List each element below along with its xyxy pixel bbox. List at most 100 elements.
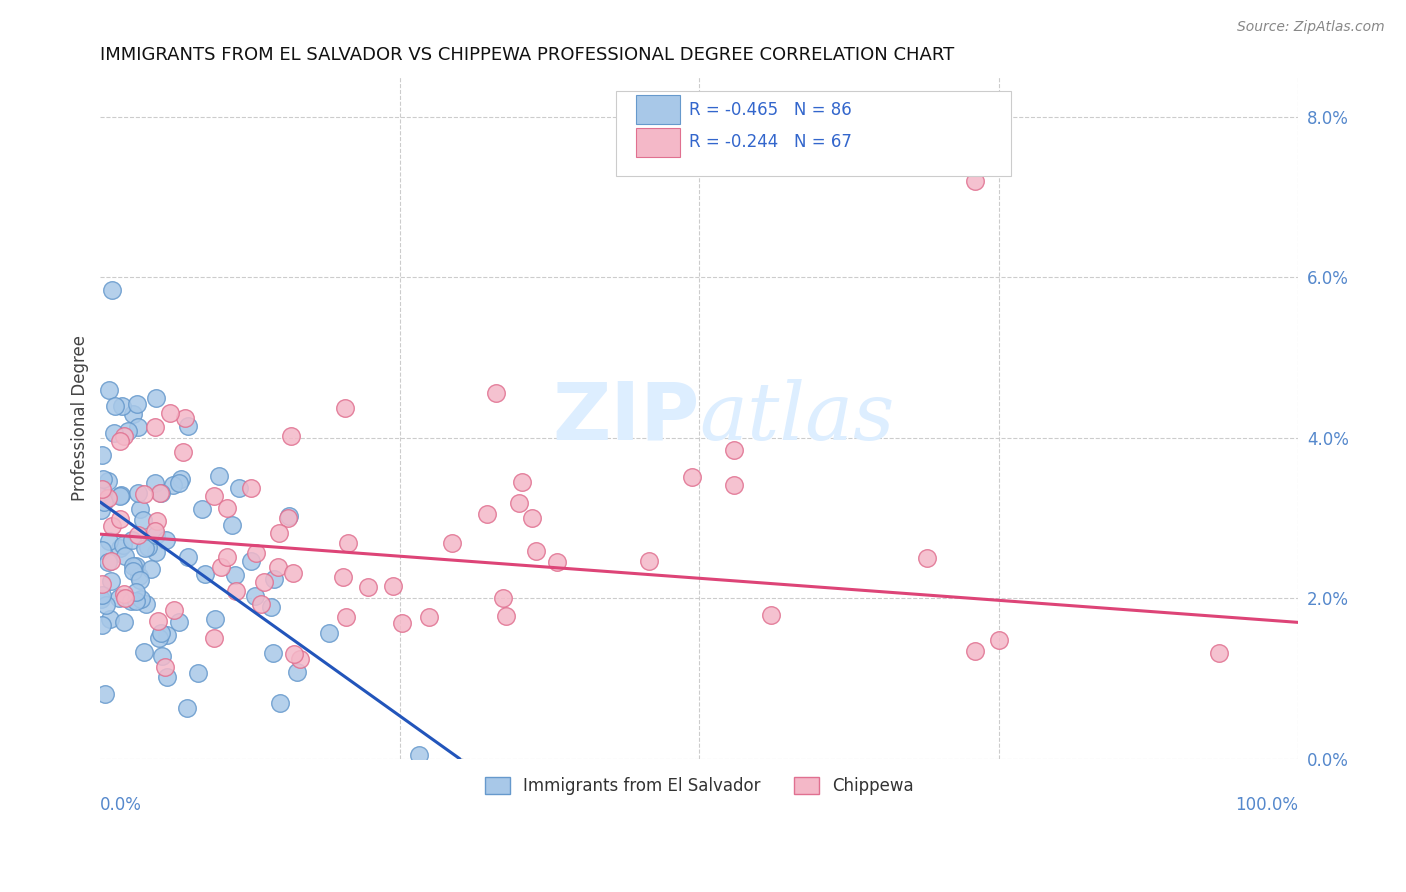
Point bbox=[723, 478, 745, 492]
Point bbox=[285, 665, 308, 680]
Point bbox=[170, 472, 193, 486]
Point bbox=[337, 536, 360, 550]
Point bbox=[98, 383, 121, 397]
Point bbox=[176, 701, 198, 715]
Text: 100.0%: 100.0% bbox=[1236, 797, 1299, 814]
Point bbox=[156, 670, 179, 684]
Point bbox=[124, 594, 146, 608]
Point bbox=[128, 573, 150, 587]
Point bbox=[101, 283, 124, 297]
Point bbox=[100, 574, 122, 588]
Point bbox=[155, 533, 177, 548]
Point bbox=[108, 490, 131, 504]
Point bbox=[318, 626, 340, 640]
Point bbox=[391, 615, 413, 630]
Point bbox=[149, 486, 172, 500]
Point bbox=[117, 424, 139, 438]
Point bbox=[108, 434, 131, 448]
Point bbox=[91, 483, 114, 497]
Point bbox=[177, 418, 200, 433]
Point bbox=[253, 575, 276, 590]
Text: atlas: atlas bbox=[699, 379, 894, 457]
Point bbox=[143, 420, 166, 434]
Text: R = -0.244   N = 67: R = -0.244 N = 67 bbox=[689, 133, 852, 152]
Point bbox=[508, 496, 530, 510]
Point bbox=[335, 401, 357, 416]
Point bbox=[156, 628, 179, 642]
Point bbox=[112, 615, 135, 629]
Point bbox=[162, 478, 184, 492]
Point bbox=[129, 591, 152, 606]
Point bbox=[100, 554, 122, 568]
Point bbox=[174, 410, 197, 425]
Text: ZIP: ZIP bbox=[553, 379, 699, 457]
Point bbox=[121, 564, 143, 578]
Point bbox=[103, 426, 125, 441]
Point bbox=[761, 607, 783, 622]
Point bbox=[110, 541, 132, 555]
Point bbox=[90, 503, 112, 517]
Point bbox=[239, 554, 262, 568]
Point bbox=[163, 602, 186, 616]
Point bbox=[963, 174, 986, 188]
Point bbox=[262, 646, 284, 660]
Point bbox=[510, 475, 533, 489]
Point bbox=[107, 591, 129, 605]
Point bbox=[441, 536, 464, 550]
Point bbox=[408, 747, 430, 762]
Point bbox=[129, 501, 152, 516]
Point bbox=[225, 583, 247, 598]
Point bbox=[145, 528, 167, 542]
Point bbox=[202, 632, 225, 646]
Point bbox=[97, 555, 120, 569]
Point bbox=[263, 572, 285, 586]
Point bbox=[148, 631, 170, 645]
Point bbox=[150, 648, 173, 663]
FancyBboxPatch shape bbox=[636, 128, 681, 157]
Point bbox=[249, 597, 271, 611]
Point bbox=[145, 391, 167, 405]
Point bbox=[121, 533, 143, 547]
Point bbox=[134, 486, 156, 500]
Point bbox=[110, 488, 132, 502]
Point bbox=[100, 612, 122, 626]
Point bbox=[228, 482, 250, 496]
Point bbox=[204, 612, 226, 626]
Point bbox=[259, 599, 281, 614]
Point bbox=[277, 508, 299, 523]
Point bbox=[169, 615, 191, 630]
Point bbox=[194, 567, 217, 582]
Point bbox=[987, 632, 1010, 647]
Point bbox=[125, 558, 148, 573]
Point bbox=[108, 512, 131, 526]
Point bbox=[91, 542, 114, 557]
Text: Source: ZipAtlas.com: Source: ZipAtlas.com bbox=[1237, 20, 1385, 34]
Point bbox=[288, 652, 311, 666]
Point bbox=[122, 407, 145, 421]
Point bbox=[269, 696, 291, 710]
Point bbox=[104, 399, 127, 413]
Point bbox=[963, 644, 986, 658]
Point bbox=[127, 397, 149, 411]
Point bbox=[217, 549, 239, 564]
Point bbox=[122, 558, 145, 573]
Point bbox=[143, 476, 166, 491]
Point bbox=[131, 513, 153, 527]
Point bbox=[150, 485, 173, 500]
Point bbox=[1208, 646, 1230, 660]
Point bbox=[146, 514, 169, 528]
Point bbox=[681, 470, 703, 484]
Point bbox=[267, 525, 290, 540]
Point bbox=[93, 494, 115, 508]
Point bbox=[141, 562, 163, 576]
Point bbox=[101, 519, 124, 533]
Point bbox=[127, 486, 149, 500]
Point bbox=[280, 429, 302, 443]
Point bbox=[187, 666, 209, 681]
Point bbox=[149, 626, 172, 640]
Point bbox=[127, 420, 149, 434]
Point bbox=[94, 598, 117, 612]
Point bbox=[475, 507, 498, 521]
Point bbox=[208, 469, 231, 483]
Legend: Immigrants from El Salvador, Chippewa: Immigrants from El Salvador, Chippewa bbox=[478, 770, 921, 802]
